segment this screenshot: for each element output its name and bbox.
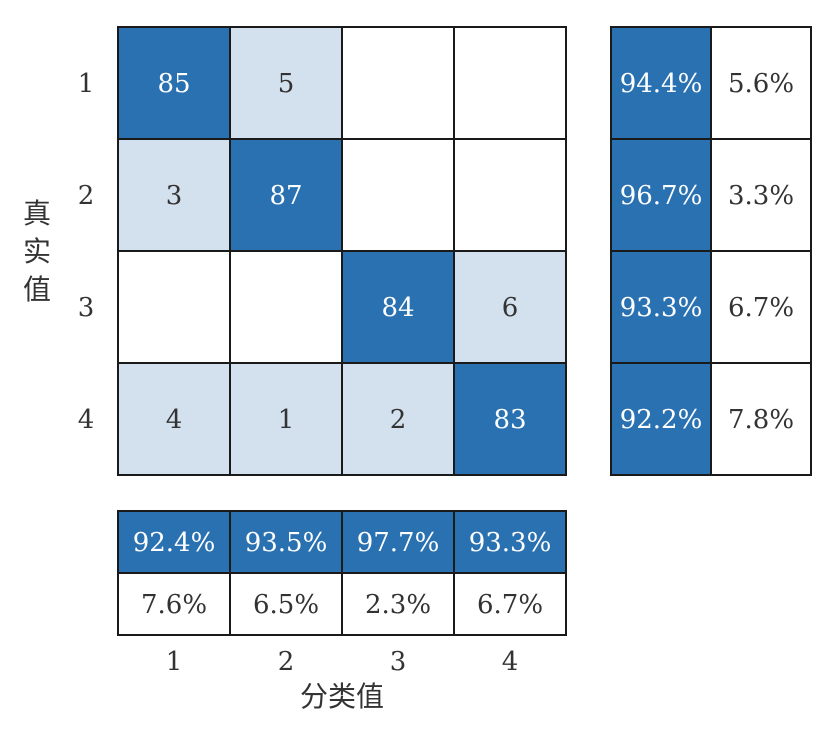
column-summary-value: 97.7% <box>357 528 440 558</box>
matrix-cell <box>341 138 455 252</box>
row-summary-cell <box>710 138 812 252</box>
matrix-cell <box>229 362 343 476</box>
column-summary-value: 7.6% <box>141 590 207 620</box>
y-axis-label-char: 值 <box>23 273 51 306</box>
row-summary-cell <box>710 362 812 476</box>
column-summary-value: 92.4% <box>133 528 216 558</box>
column-summary-cell <box>229 572 343 636</box>
x-tick-label: 1 <box>166 647 183 677</box>
row-summary-cell <box>710 250 812 364</box>
matrix-cell <box>117 138 231 252</box>
matrix-cell <box>229 250 343 364</box>
row-summary-cell <box>710 26 812 140</box>
matrix-cell-value: 2 <box>390 405 407 435</box>
matrix-cell-value: 3 <box>166 181 183 211</box>
y-axis-label-char: 实 <box>23 235 51 268</box>
matrix-cell <box>453 250 567 364</box>
column-summary-value: 93.3% <box>469 528 552 558</box>
matrix-cell <box>453 26 567 140</box>
column-summary-cell <box>117 572 231 636</box>
row-summary-value: 5.6% <box>728 69 794 99</box>
y-tick-labels: 1 2 3 4 <box>78 69 95 435</box>
matrix-cell <box>117 362 231 476</box>
column-summary-cell <box>229 510 343 574</box>
row-summary-value: 93.3% <box>620 293 703 323</box>
column-summary-cell <box>453 572 567 636</box>
matrix-cell <box>453 362 567 476</box>
matrix-cell-value: 1 <box>278 405 295 435</box>
matrix-cell-value: 6 <box>502 293 519 323</box>
x-axis-label: 分类值 <box>300 680 384 713</box>
matrix-cell-value: 87 <box>269 181 302 211</box>
x-tick-label: 2 <box>278 647 295 677</box>
y-axis-label-char: 真 <box>23 197 51 230</box>
row-summary-value: 7.8% <box>728 405 794 435</box>
column-summary-cell <box>117 510 231 574</box>
row-summary-value: 96.7% <box>620 181 703 211</box>
row-summary-value: 3.3% <box>728 181 794 211</box>
column-summary-value: 2.3% <box>365 590 431 620</box>
column-summary-value: 6.7% <box>477 590 543 620</box>
column-summary-value: 6.5% <box>253 590 319 620</box>
confusion-matrix-grid: 85 5 3 87 84 6 4 1 2 83 <box>117 26 567 476</box>
x-tick-label: 4 <box>502 647 519 677</box>
y-tick-label: 2 <box>78 181 95 211</box>
x-tick-label: 3 <box>390 647 407 677</box>
matrix-cell-value: 5 <box>278 69 295 99</box>
column-summary-value: 93.5% <box>245 528 328 558</box>
matrix-cell <box>453 138 567 252</box>
matrix-cell <box>229 26 343 140</box>
matrix-cell-value: 84 <box>381 293 414 323</box>
row-summary-value: 92.2% <box>620 405 703 435</box>
matrix-cell <box>341 362 455 476</box>
column-summary-grid: 92.4% 7.6% 93.5% 6.5% 97.7% 2.3% 93.3% 6.7% <box>117 510 567 636</box>
matrix-cell <box>341 26 455 140</box>
column-summary-cell <box>341 510 455 574</box>
y-tick-label: 1 <box>78 69 95 99</box>
y-tick-label: 3 <box>78 293 95 323</box>
y-tick-label: 4 <box>78 405 95 435</box>
row-summary-cell <box>610 362 712 476</box>
matrix-cell <box>117 26 231 140</box>
row-summary-grid: 94.4% 5.6% 96.7% 3.3% 93.3% 6.7% 92.2% 7.8% <box>610 26 812 476</box>
matrix-cell-value: 85 <box>157 69 190 99</box>
matrix-cell-value: 83 <box>493 405 526 435</box>
x-tick-labels: 1 2 3 4 <box>166 647 519 677</box>
matrix-cell <box>117 250 231 364</box>
matrix-cell-value: 4 <box>166 405 183 435</box>
row-summary-value: 94.4% <box>620 69 703 99</box>
y-axis-label: 真实值 <box>23 197 51 306</box>
row-summary-value: 6.7% <box>728 293 794 323</box>
